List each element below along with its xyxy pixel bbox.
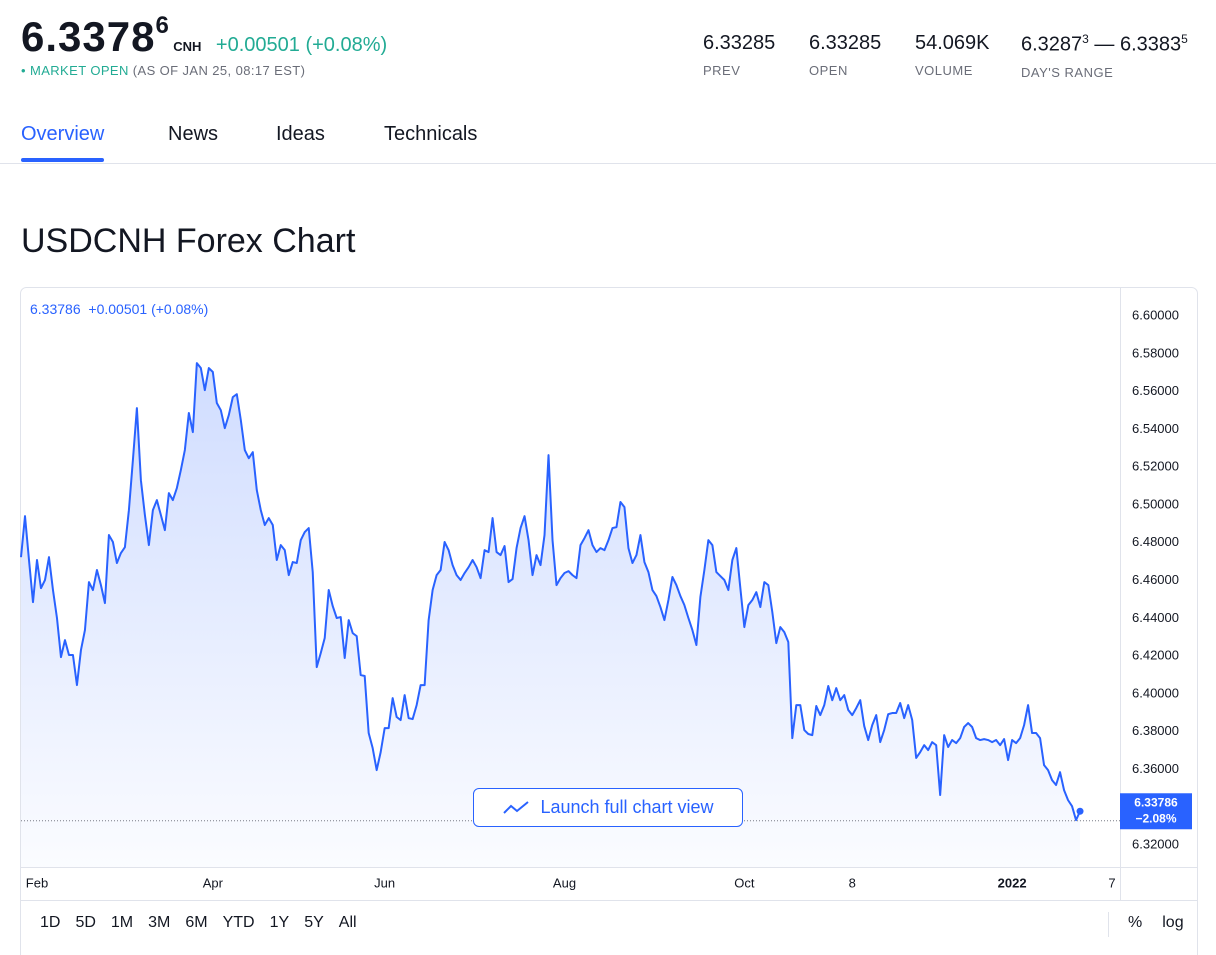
- currency: CNH: [173, 39, 202, 54]
- range-button[interactable]: 3M: [148, 914, 171, 931]
- legend: 6.33786 +0.00501 (+0.08%): [30, 301, 208, 317]
- market-status: • MARKET OPEN (AS OF JAN 25, 08:17 EST): [21, 63, 306, 78]
- y-tick-label: 6.40000: [1132, 685, 1179, 700]
- x-tick-label: Oct: [734, 875, 755, 890]
- range-button[interactable]: 1D: [40, 914, 61, 931]
- area: [21, 363, 1081, 867]
- y-tick-label: 6.50000: [1132, 496, 1179, 511]
- range-button[interactable]: 5D: [75, 914, 96, 931]
- range-button[interactable]: 1M: [110, 914, 134, 931]
- range-button[interactable]: All: [338, 914, 357, 931]
- x-tick-label: Jun: [374, 875, 395, 890]
- x-tick-label: Feb: [26, 875, 48, 890]
- y-tick-label: 6.60000: [1132, 308, 1179, 323]
- chart-icon: [503, 800, 530, 814]
- x-tick-label: Apr: [203, 875, 224, 890]
- tab[interactable]: Overview: [21, 123, 105, 162]
- chart-title: USDCNH Forex Chart: [21, 222, 356, 260]
- y-tick-label: 6.46000: [1132, 572, 1179, 587]
- as-of: (AS OF JAN 25, 08:17 EST): [132, 63, 306, 78]
- price-sup: 6: [155, 12, 169, 39]
- stat: 6.33285 PREV: [703, 32, 775, 78]
- y-tick-label: 6.58000: [1132, 345, 1179, 360]
- price-change: +0.00501 (+0.08%): [215, 34, 388, 56]
- range-high-sup: 5: [1181, 32, 1188, 46]
- stat-label: VOLUME: [915, 63, 973, 78]
- toggle-bar: % log: [1128, 914, 1184, 932]
- x-tick-label: 8: [849, 875, 856, 890]
- stat: 6.33285 OPEN: [809, 32, 881, 78]
- x-tick-label: 2022: [998, 875, 1027, 890]
- status: MARKET OPEN: [29, 63, 129, 78]
- stat-value: 54.069K: [915, 32, 990, 54]
- price: 6.3378: [21, 13, 156, 60]
- last-price-label: 6.33786: [1134, 795, 1178, 809]
- tab-underline: [21, 158, 105, 162]
- stat-label: PREV: [703, 63, 741, 78]
- stat-range: 6.32873 — 6.33835 DAY'S RANGE: [1021, 32, 1188, 80]
- range-high: 6.3383: [1119, 33, 1182, 56]
- y-tick-label: 6.52000: [1132, 459, 1179, 474]
- stat: 54.069K VOLUME: [915, 32, 990, 78]
- x-tick-label: Aug: [553, 875, 576, 890]
- last-point: [1076, 807, 1084, 815]
- tab[interactable]: Technicals: [384, 123, 478, 145]
- stat-label: OPEN: [809, 63, 848, 78]
- launch-button[interactable]: Launch full chart view: [473, 788, 743, 827]
- range-bar: 1D 5D 1M 3M 6M YTD 1Y 5Y All: [40, 914, 357, 932]
- legend-price: 6.33786: [30, 301, 81, 317]
- x-tick-label: 7: [1108, 875, 1115, 890]
- range-button[interactable]: 5Y: [304, 914, 324, 931]
- price-line: [20, 362, 1081, 822]
- y-tick-label: 6.56000: [1132, 383, 1179, 398]
- y-tick-label: 6.54000: [1132, 421, 1179, 436]
- y-tick-label: 6.44000: [1132, 610, 1179, 625]
- stat-value: 6.33285: [703, 32, 776, 54]
- last-change-label: −2.08%: [1135, 811, 1176, 825]
- toggle-button[interactable]: %: [1128, 914, 1143, 931]
- button-label: Launch full chart view: [540, 797, 714, 817]
- y-tick-label: 6.48000: [1132, 534, 1179, 549]
- y-tick-label: 6.38000: [1132, 723, 1179, 738]
- range-button[interactable]: 6M: [185, 914, 208, 931]
- range-button[interactable]: 1Y: [269, 914, 290, 931]
- y-tick-label: 6.32000: [1132, 837, 1179, 852]
- stat-value: 6.33285: [809, 32, 882, 54]
- legend-change: +0.00501 (+0.08%): [88, 301, 209, 317]
- stat-label: DAY'S RANGE: [1021, 64, 1114, 80]
- range-sep: —: [1094, 33, 1115, 56]
- tab[interactable]: News: [168, 123, 219, 145]
- toggle-button[interactable]: log: [1162, 914, 1184, 931]
- last-price-box: [1120, 793, 1192, 830]
- price-block: 6.33786 CNH +0.00501 (+0.08%): [21, 12, 387, 61]
- y-tick-label: 6.36000: [1132, 761, 1179, 776]
- range-low-sup: 3: [1082, 32, 1089, 46]
- y-tick-label: 6.42000: [1132, 648, 1179, 663]
- range-button[interactable]: YTD: [222, 914, 255, 931]
- range-low: 6.3287: [1021, 33, 1083, 56]
- tab[interactable]: Ideas: [276, 123, 325, 145]
